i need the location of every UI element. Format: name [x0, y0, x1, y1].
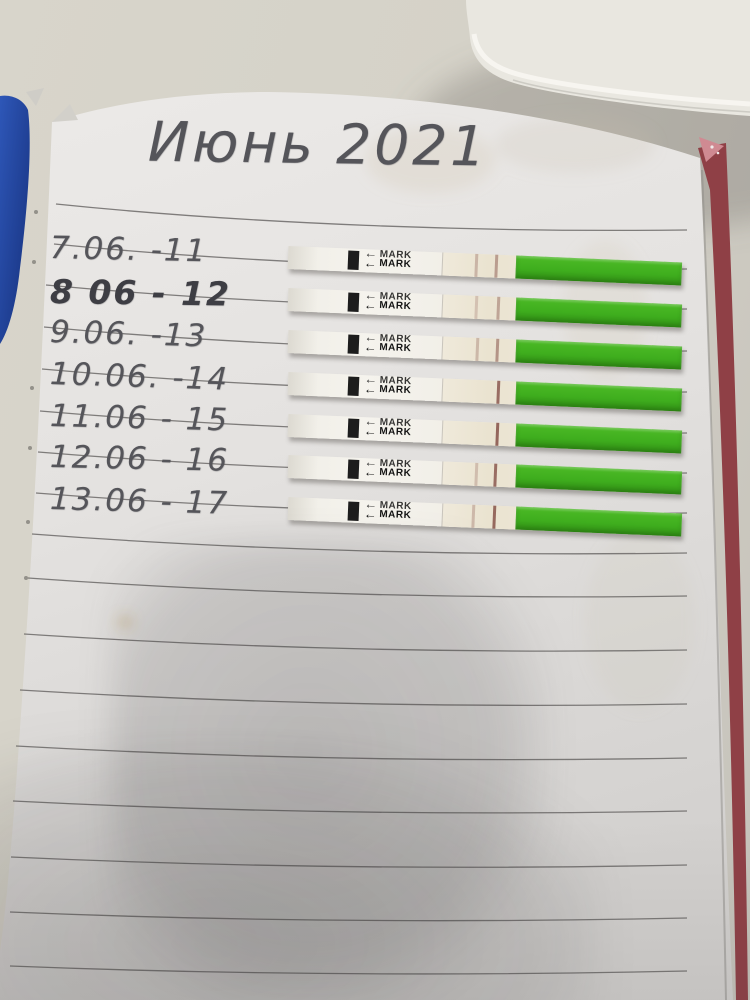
sink-highlight — [471, 33, 750, 107]
arrow-left-icon: ← — [364, 249, 379, 260]
mark-texts: ← MARK ← MARK — [363, 291, 412, 316]
page-vignette — [0, 820, 750, 1000]
arrow-left-icon: ← — [363, 463, 378, 480]
test-window — [442, 420, 521, 447]
page-corner-fold — [52, 104, 78, 122]
arrow-left-icon: ← — [363, 296, 378, 313]
control-mark-bar — [347, 459, 360, 479]
mark-label-clipped: MARK — [379, 249, 412, 260]
mark-line-front-strip: ← MARK — [363, 422, 412, 439]
notebook-cover-edge — [698, 137, 748, 1000]
date-label: 13.06 - 17 — [49, 481, 230, 522]
mark-line-front-strip: ← MARK — [363, 380, 412, 397]
mark-texts: ← MARK ← MARK — [363, 500, 412, 525]
mark-label: MARK — [379, 341, 412, 355]
mark-label-clipped: MARK — [379, 500, 412, 511]
arrow-left-icon: ← — [364, 375, 379, 386]
test-window — [442, 461, 521, 488]
mark-texts: ← MARK ← MARK — [363, 333, 412, 358]
test-window — [442, 378, 521, 405]
test-window — [442, 252, 521, 279]
month-title: Июнь 2021 — [147, 109, 489, 179]
mark-label: MARK — [379, 299, 412, 313]
control-mark-bar — [347, 376, 360, 396]
mark-label-clipped: MARK — [379, 291, 412, 302]
date-label: 9.06. -13 — [49, 314, 208, 355]
mark-texts: ← MARK ← MARK — [363, 417, 412, 442]
mark-label: MARK — [379, 257, 412, 271]
control-mark-bar — [347, 418, 360, 438]
mark-label-clipped: MARK — [379, 333, 412, 344]
test-window — [442, 336, 521, 363]
control-mark-bar — [347, 501, 360, 521]
date-label: 12.06 - 16 — [49, 439, 230, 479]
arrow-left-icon: ← — [364, 500, 379, 511]
test-window — [442, 503, 521, 530]
blue-bookmark — [0, 95, 30, 345]
mark-line-front-strip: ← MARK — [363, 338, 412, 355]
photographer-shadow-lower — [0, 740, 600, 1000]
control-mark-bar — [347, 334, 360, 354]
date-label: 7.06. -11 — [49, 230, 208, 270]
mark-label-clipped: MARK — [379, 417, 412, 428]
date-label: 11.06 - 15 — [49, 398, 230, 439]
page-crease — [701, 169, 727, 1000]
mark-line-front-strip: ← MARK — [363, 296, 412, 313]
arrow-left-icon: ← — [363, 338, 378, 355]
mark-texts: ← MARK ← MARK — [363, 375, 412, 400]
control-mark-bar — [347, 250, 360, 270]
mark-line-front-strip: ← MARK — [363, 505, 412, 522]
arrow-left-icon: ← — [363, 254, 378, 271]
arrow-left-icon: ← — [364, 458, 379, 469]
mark-texts: ← MARK ← MARK — [363, 458, 412, 483]
mark-texts: ← MARK ← MARK — [363, 249, 412, 274]
mark-label: MARK — [379, 383, 412, 397]
photographer-shadow — [110, 540, 550, 1000]
cover-corner-fabric — [699, 137, 724, 162]
date-label: 8 06 - 12 — [49, 272, 232, 314]
arrow-left-icon: ← — [363, 380, 378, 397]
control-mark-bar — [347, 292, 360, 312]
arrow-left-icon: ← — [364, 291, 379, 302]
mark-label-clipped: MARK — [379, 458, 412, 469]
mark-line-front-strip: ← MARK — [363, 254, 412, 271]
mark-line-front-strip: ← MARK — [363, 463, 412, 480]
sink-edge — [466, 0, 750, 116]
arrow-left-icon: ← — [364, 417, 379, 428]
date-label: 10.06. -14 — [49, 356, 230, 398]
mark-label: MARK — [379, 425, 412, 439]
test-window — [442, 294, 521, 321]
arrow-left-icon: ← — [364, 333, 379, 344]
mark-label-clipped: MARK — [379, 375, 412, 386]
stitch-dots — [24, 210, 38, 580]
mark-label: MARK — [379, 508, 412, 522]
torn-paper-bit — [26, 88, 44, 106]
arrow-left-icon: ← — [363, 422, 378, 439]
mark-label: MARK — [379, 466, 412, 480]
arrow-left-icon: ← — [363, 505, 378, 522]
